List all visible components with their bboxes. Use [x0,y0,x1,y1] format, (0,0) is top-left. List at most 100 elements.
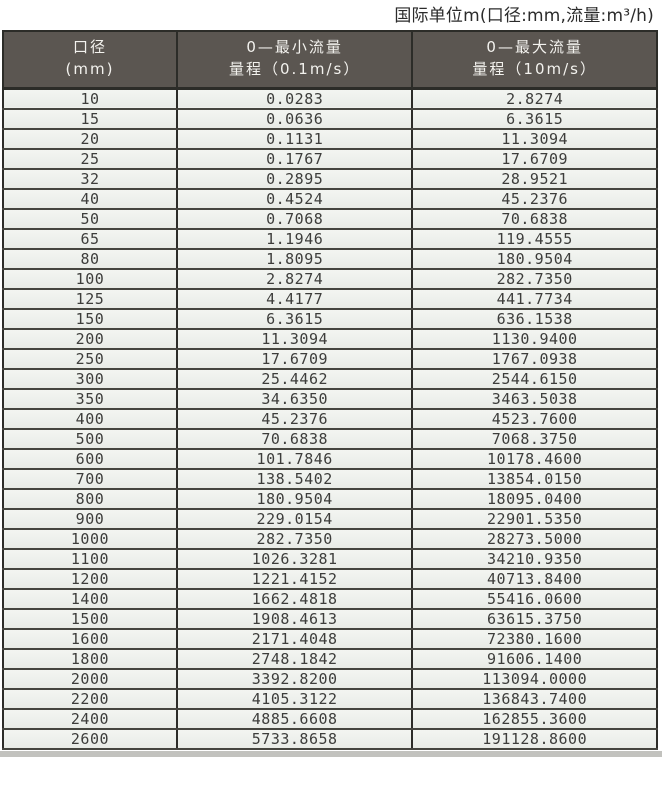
max-flow-cell: 636.1538 [411,307,658,330]
table-row: 700 138.5402 13854.0150 [2,467,658,490]
diameter-cell: 300 [2,367,178,390]
diameter-cell: 600 [2,447,178,470]
max-flow-cell: 4523.7600 [411,407,658,430]
min-flow-cell: 101.7846 [175,447,414,470]
table-row: 600 101.7846 10178.4600 [2,447,658,470]
diameter-cell: 15 [2,107,178,130]
col-header-min-flow-line2: 量程（0.1m/s） [229,59,361,78]
max-flow-cell: 1767.0938 [411,347,658,370]
table-row: 1600 2171.4048 72380.1600 [2,627,658,650]
min-flow-cell: 3392.8200 [175,667,414,690]
min-flow-cell: 2.8274 [175,267,414,290]
col-header-diameter-line1: 口径 [72,38,107,56]
min-flow-cell: 17.6709 [175,347,414,370]
page-bottom-edge [0,750,662,757]
min-flow-cell: 11.3094 [175,327,414,350]
col-header-max-flow-line1: 0—最大流量 [486,38,583,56]
diameter-cell: 350 [2,387,178,410]
header-row: 口径 (mm) 0—最小流量 量程（0.1m/s） 0—最大流量 量程（10m/… [2,31,658,90]
min-flow-cell: 1.1946 [175,227,414,250]
max-flow-cell: 10178.4600 [411,447,658,470]
col-header-max-flow: 0—最大流量 量程（10m/s） [411,31,658,90]
diameter-cell: 2400 [2,707,178,730]
diameter-cell: 100 [2,267,178,290]
min-flow-cell: 0.1131 [175,127,414,150]
min-flow-cell: 1.8095 [175,247,414,270]
table-row: 1000 282.7350 28273.5000 [2,527,658,550]
min-flow-cell: 1221.4152 [175,567,414,590]
table-row: 2400 4885.6608 162855.3600 [2,707,658,730]
min-flow-cell: 4.4177 [175,287,414,310]
max-flow-cell: 2544.6150 [411,367,658,390]
min-flow-cell: 0.0283 [175,88,414,110]
col-header-diameter-line2: (mm) [65,59,115,78]
page-title: 国际单位m(口径:mm,流量:m³/h) [394,6,654,26]
table-row: 100 2.8274 282.7350 [2,267,658,290]
table-row: 20 0.1131 11.3094 [2,127,658,150]
diameter-cell: 25 [2,147,178,170]
diameter-cell: 40 [2,187,178,210]
diameter-cell: 1100 [2,547,178,570]
min-flow-cell: 2171.4048 [175,627,414,650]
max-flow-cell: 180.9504 [411,247,658,270]
table-row: 80 1.8095 180.9504 [2,247,658,270]
max-flow-cell: 13854.0150 [411,467,658,490]
max-flow-cell: 55416.0600 [411,587,658,610]
diameter-cell: 32 [2,167,178,190]
min-flow-cell: 180.9504 [175,487,414,510]
diameter-cell: 700 [2,467,178,490]
min-flow-cell: 138.5402 [175,467,414,490]
table-row: 200 11.3094 1130.9400 [2,327,658,350]
diameter-cell: 10 [2,88,178,110]
min-flow-cell: 0.7068 [175,207,414,230]
max-flow-cell: 136843.7400 [411,687,658,710]
max-flow-cell: 3463.5038 [411,387,658,410]
min-flow-cell: 1026.3281 [175,547,414,570]
min-flow-cell: 282.7350 [175,527,414,550]
table-row: 300 25.4462 2544.6150 [2,367,658,390]
diameter-cell: 150 [2,307,178,330]
table-row: 150 6.3615 636.1538 [2,307,658,330]
diameter-cell: 1000 [2,527,178,550]
table-row: 350 34.6350 3463.5038 [2,387,658,410]
diameter-cell: 400 [2,407,178,430]
max-flow-cell: 119.4555 [411,227,658,250]
diameter-cell: 500 [2,427,178,450]
max-flow-cell: 22901.5350 [411,507,658,530]
diameter-cell: 20 [2,127,178,150]
min-flow-cell: 1662.4818 [175,587,414,610]
col-header-min-flow-line1: 0—最小流量 [246,38,343,56]
diameter-cell: 125 [2,287,178,310]
diameter-cell: 800 [2,487,178,510]
table-row: 10 0.0283 2.8274 [2,88,658,110]
diameter-cell: 250 [2,347,178,370]
diameter-cell: 2000 [2,667,178,690]
col-header-max-flow-line2: 量程（10m/s） [472,59,597,78]
max-flow-cell: 17.6709 [411,147,658,170]
max-flow-cell: 91606.1400 [411,647,658,670]
max-flow-cell: 34210.9350 [411,547,658,570]
diameter-cell: 50 [2,207,178,230]
min-flow-cell: 45.2376 [175,407,414,430]
diameter-cell: 1200 [2,567,178,590]
max-flow-cell: 2.8274 [411,88,658,110]
diameter-cell: 1400 [2,587,178,610]
min-flow-cell: 70.6838 [175,427,414,450]
table-row: 65 1.1946 119.4555 [2,227,658,250]
max-flow-cell: 441.7734 [411,287,658,310]
min-flow-cell: 0.2895 [175,167,414,190]
min-flow-cell: 6.3615 [175,307,414,330]
max-flow-cell: 282.7350 [411,267,658,290]
max-flow-cell: 162855.3600 [411,707,658,730]
min-flow-cell: 2748.1842 [175,647,414,670]
min-flow-cell: 34.6350 [175,387,414,410]
max-flow-cell: 63615.3750 [411,607,658,630]
table-row: 15 0.0636 6.3615 [2,107,658,130]
max-flow-cell: 191128.8600 [411,727,658,750]
table-row: 1200 1221.4152 40713.8400 [2,567,658,590]
min-flow-cell: 1908.4613 [175,607,414,630]
max-flow-cell: 6.3615 [411,107,658,130]
min-flow-cell: 4105.3122 [175,687,414,710]
table-header: 口径 (mm) 0—最小流量 量程（0.1m/s） 0—最大流量 量程（10m/… [2,31,658,90]
